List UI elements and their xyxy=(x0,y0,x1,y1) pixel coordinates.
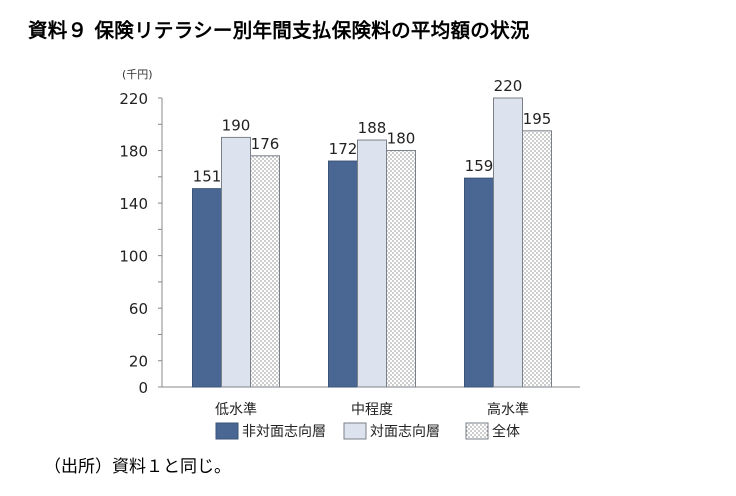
bar xyxy=(493,97,523,388)
bar xyxy=(250,155,280,388)
legend-swatch xyxy=(343,422,367,440)
y-tick-label: 20 xyxy=(129,353,148,371)
y-tick-label: 0 xyxy=(138,379,148,397)
y-tick-label: 60 xyxy=(129,300,148,318)
data-label: 190 xyxy=(222,116,251,134)
chart-title: 資料９ 保険リテラシー別年間支払保険料の平均額の状況 xyxy=(28,19,530,42)
data-label: 188 xyxy=(358,119,387,137)
data-label: 180 xyxy=(387,130,416,148)
x-tick-label: 低水準 xyxy=(215,402,257,418)
x-tick-label: 高水準 xyxy=(487,401,529,418)
axes: 0 20 60 100 140 180 220 低水準 中程度 高水準 xyxy=(119,90,580,418)
bar xyxy=(386,150,416,388)
legend-swatch xyxy=(215,422,239,440)
y-unit-label: (千円) xyxy=(122,68,153,81)
legend: 非対面志向層 対面志向層 全体 xyxy=(215,422,520,440)
y-tick-label: 140 xyxy=(119,195,148,213)
bar xyxy=(328,160,358,388)
y-tick-label: 100 xyxy=(119,248,148,266)
bars xyxy=(192,97,552,388)
data-label: 220 xyxy=(494,77,523,95)
bar xyxy=(192,188,222,388)
data-label: 195 xyxy=(523,110,552,128)
legend-label: 対面志向層 xyxy=(370,424,440,440)
y-tick-label: 220 xyxy=(119,90,148,108)
legend-label: 全体 xyxy=(492,423,520,440)
data-label: 151 xyxy=(193,168,222,186)
legend-label: 非対面志向層 xyxy=(242,424,326,440)
x-tick-label: 中程度 xyxy=(351,402,393,418)
data-label: 159 xyxy=(465,157,494,175)
y-tick-label: 180 xyxy=(119,143,148,161)
bar xyxy=(221,136,251,388)
bar xyxy=(464,177,494,388)
data-label: 176 xyxy=(251,135,280,153)
legend-swatch xyxy=(465,422,489,440)
bar xyxy=(357,139,387,388)
source-note: （出所）資料１と同じ。 xyxy=(44,457,231,477)
data-label: 172 xyxy=(329,140,358,158)
bar xyxy=(522,130,552,388)
